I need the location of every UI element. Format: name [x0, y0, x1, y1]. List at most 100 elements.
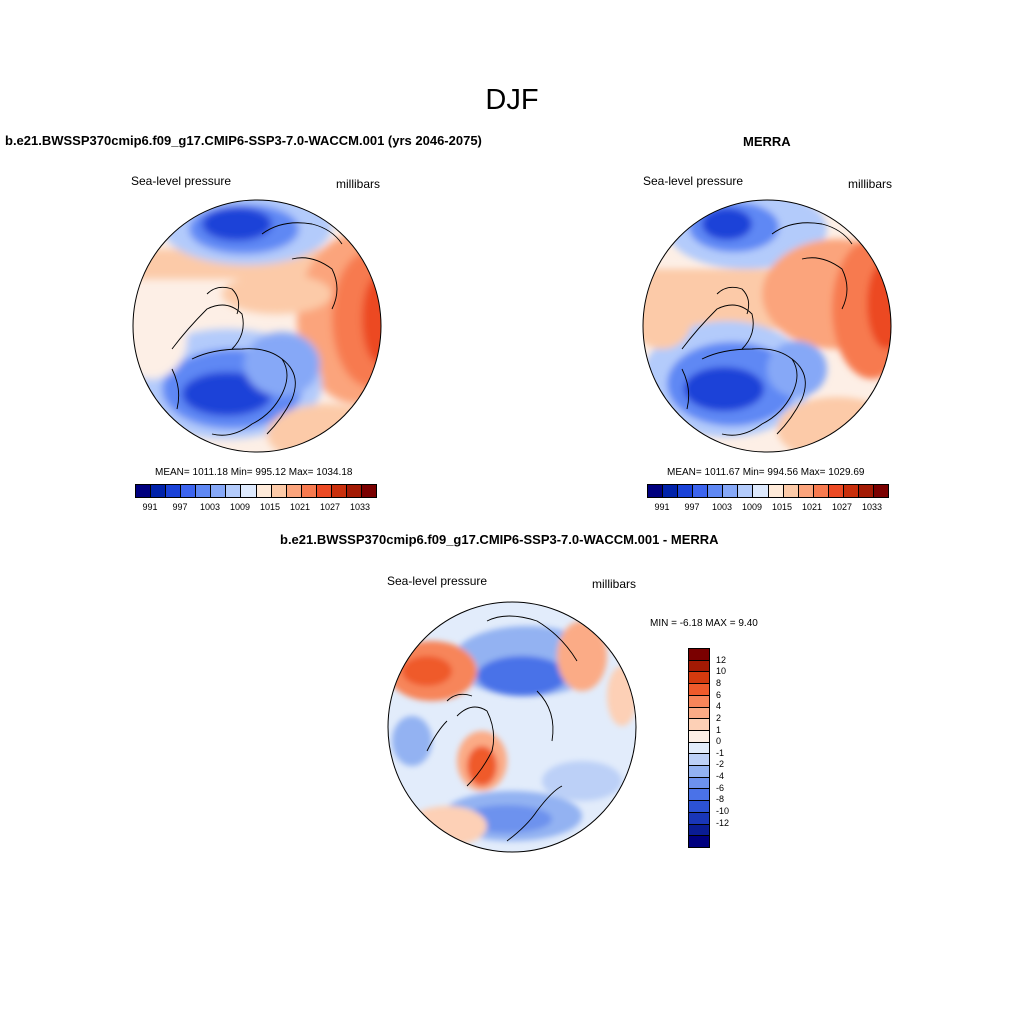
colorbar-tick-label: 1015: [259, 502, 281, 512]
model-colorbar: [135, 484, 377, 498]
colorbar-swatch: [316, 485, 332, 497]
colorbar-tick-label: 1: [716, 724, 722, 735]
colorbar-swatch: [689, 719, 709, 731]
colorbar-swatch: [286, 485, 302, 497]
colorbar-swatch: [689, 801, 709, 813]
colorbar-tick-label: -1: [716, 747, 725, 758]
colorbar-tick-label: 1033: [349, 502, 371, 512]
colorbar-swatch: [346, 485, 362, 497]
colorbar-swatch: [648, 485, 664, 497]
colorbar-swatch: [689, 707, 709, 720]
colorbar-swatch: [689, 684, 709, 696]
colorbar-tick-label: 4: [716, 701, 722, 712]
diff-stats: MIN = -6.18 MAX = 9.40: [650, 618, 758, 629]
colorbar-swatch: [798, 485, 814, 497]
obs-variable-label: Sea-level pressure: [643, 174, 744, 188]
colorbar-swatch: [783, 485, 799, 497]
obs-polar-map: [642, 199, 892, 453]
colorbar-tick-label: -10: [716, 806, 730, 817]
colorbar-swatch: [689, 742, 709, 755]
obs-stats: MEAN= 1011.67 Min= 994.56 Max= 1029.69: [667, 467, 865, 478]
colorbar-tick-label: 1033: [861, 502, 883, 512]
diff-colorbar-ticks: 12 10 8 6 4 2 1 0 -1 -2 -4 -6 -8 -10 -12: [716, 648, 746, 848]
diff-units-label: millibars: [592, 577, 637, 591]
colorbar-tick-label: 1003: [711, 502, 733, 512]
colorbar-swatch: [689, 824, 709, 837]
colorbar-tick-label: 1027: [831, 502, 853, 512]
colorbar-swatch: [813, 485, 829, 497]
colorbar-swatch: [689, 766, 709, 778]
model-variable-label: Sea-level pressure: [131, 174, 232, 188]
colorbar-swatch: [689, 730, 709, 743]
colorbar-swatch: [689, 777, 709, 790]
colorbar-tick-label: 1009: [229, 502, 251, 512]
colorbar-swatch: [226, 485, 242, 497]
colorbar-tick-label: -2: [716, 759, 725, 770]
colorbar-swatch: [723, 485, 739, 497]
colorbar-swatch: [768, 485, 784, 497]
colorbar-swatch: [873, 485, 888, 497]
colorbar-swatch: [196, 485, 212, 497]
colorbar-swatch: [843, 485, 859, 497]
colorbar-tick-label: 6: [716, 689, 722, 700]
colorbar-swatch: [301, 485, 317, 497]
colorbar-tick-label: 1021: [801, 502, 823, 512]
colorbar-tick-label: 8: [716, 677, 722, 688]
colorbar-tick-label: 1021: [289, 502, 311, 512]
colorbar-swatch: [181, 485, 197, 497]
colorbar-swatch: [753, 485, 769, 497]
colorbar-swatch: [136, 485, 152, 497]
colorbar-swatch: [361, 485, 376, 497]
colorbar-swatch: [708, 485, 724, 497]
colorbar-tick-label: 991: [142, 502, 158, 512]
obs-colorbar-ticks: 991 997 1003 1009 1015 1021 1027 1033: [647, 502, 889, 514]
colorbar-tick-label: 1027: [319, 502, 341, 512]
colorbar-tick-label: 997: [684, 502, 700, 512]
colorbar-swatch: [689, 789, 709, 802]
model-colorbar-ticks: 991 997 1003 1009 1015 1021 1027 1033: [135, 502, 377, 514]
colorbar-swatch: [828, 485, 844, 497]
colorbar-swatch: [166, 485, 182, 497]
diff-polar-map: [387, 601, 637, 853]
colorbar-swatch: [689, 649, 709, 661]
obs-panel-title: MERRA: [743, 134, 791, 149]
colorbar-swatch: [256, 485, 272, 497]
obs-units-label: millibars: [848, 177, 893, 191]
colorbar-tick-label: -4: [716, 771, 725, 782]
colorbar-swatch: [689, 672, 709, 685]
colorbar-tick-label: -6: [716, 782, 725, 793]
colorbar-swatch: [858, 485, 874, 497]
colorbar-tick-label: 0: [716, 736, 722, 747]
colorbar-swatch: [689, 812, 709, 825]
colorbar-tick-label: -12: [716, 817, 730, 828]
colorbar-swatch: [271, 485, 287, 497]
colorbar-swatch: [151, 485, 167, 497]
colorbar-swatch: [331, 485, 347, 497]
model-panel-title: b.e21.BWSSP370cmip6.f09_g17.CMIP6-SSP3-7…: [5, 133, 482, 148]
colorbar-swatch: [689, 836, 709, 847]
diff-panel-title: b.e21.BWSSP370cmip6.f09_g17.CMIP6-SSP3-7…: [280, 532, 719, 547]
model-stats: MEAN= 1011.18 Min= 995.12 Max= 1034.18: [155, 467, 353, 478]
diff-variable-label: Sea-level pressure: [387, 574, 488, 588]
colorbar-swatch: [689, 754, 709, 767]
colorbar-swatch: [241, 485, 257, 497]
colorbar-tick-label: -8: [716, 794, 725, 805]
colorbar-tick-label: 2: [716, 712, 722, 723]
colorbar-swatch: [663, 485, 679, 497]
colorbar-tick-label: 12: [716, 654, 727, 665]
colorbar-tick-label: 997: [172, 502, 188, 512]
colorbar-swatch: [689, 660, 709, 673]
model-units-label: millibars: [336, 177, 381, 191]
colorbar-swatch: [211, 485, 227, 497]
model-polar-map: [132, 199, 382, 453]
colorbar-tick-label: 10: [716, 666, 727, 677]
colorbar-tick-label: 1003: [199, 502, 221, 512]
obs-colorbar: [647, 484, 889, 498]
colorbar-swatch: [693, 485, 709, 497]
colorbar-tick-label: 991: [654, 502, 670, 512]
colorbar-swatch: [738, 485, 754, 497]
season-title: DJF: [485, 84, 539, 116]
colorbar-tick-label: 1009: [741, 502, 763, 512]
colorbar-swatch: [678, 485, 694, 497]
colorbar-swatch: [689, 695, 709, 708]
